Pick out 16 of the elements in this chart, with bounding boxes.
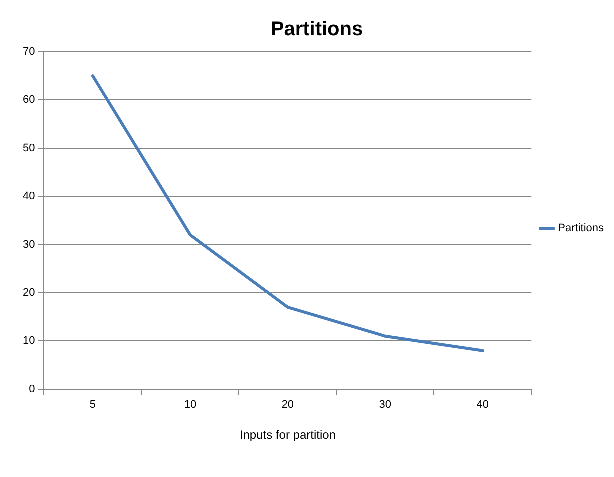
y-tick-label: 70 (22, 46, 36, 58)
chart-title: Partitions (270, 18, 364, 41)
y-tick-label: 0 (29, 383, 36, 396)
x-tick-label: 10 (184, 399, 197, 412)
x-tick-label: 40 (476, 399, 490, 412)
legend-label: Partitions (558, 222, 604, 235)
y-tick-label: 50 (22, 142, 36, 154)
y-tick-label: 60 (22, 94, 36, 106)
y-tick-label: 40 (22, 190, 36, 203)
y-tick-label: 30 (22, 238, 36, 251)
x-tick-label: 5 (90, 399, 96, 412)
y-tick-label: 20 (22, 287, 36, 300)
y-tick-label: 10 (22, 335, 36, 348)
x-tick-label: 20 (282, 399, 294, 412)
x-axis-title: Inputs for partition (240, 428, 336, 442)
x-tick-label: 30 (379, 399, 392, 412)
